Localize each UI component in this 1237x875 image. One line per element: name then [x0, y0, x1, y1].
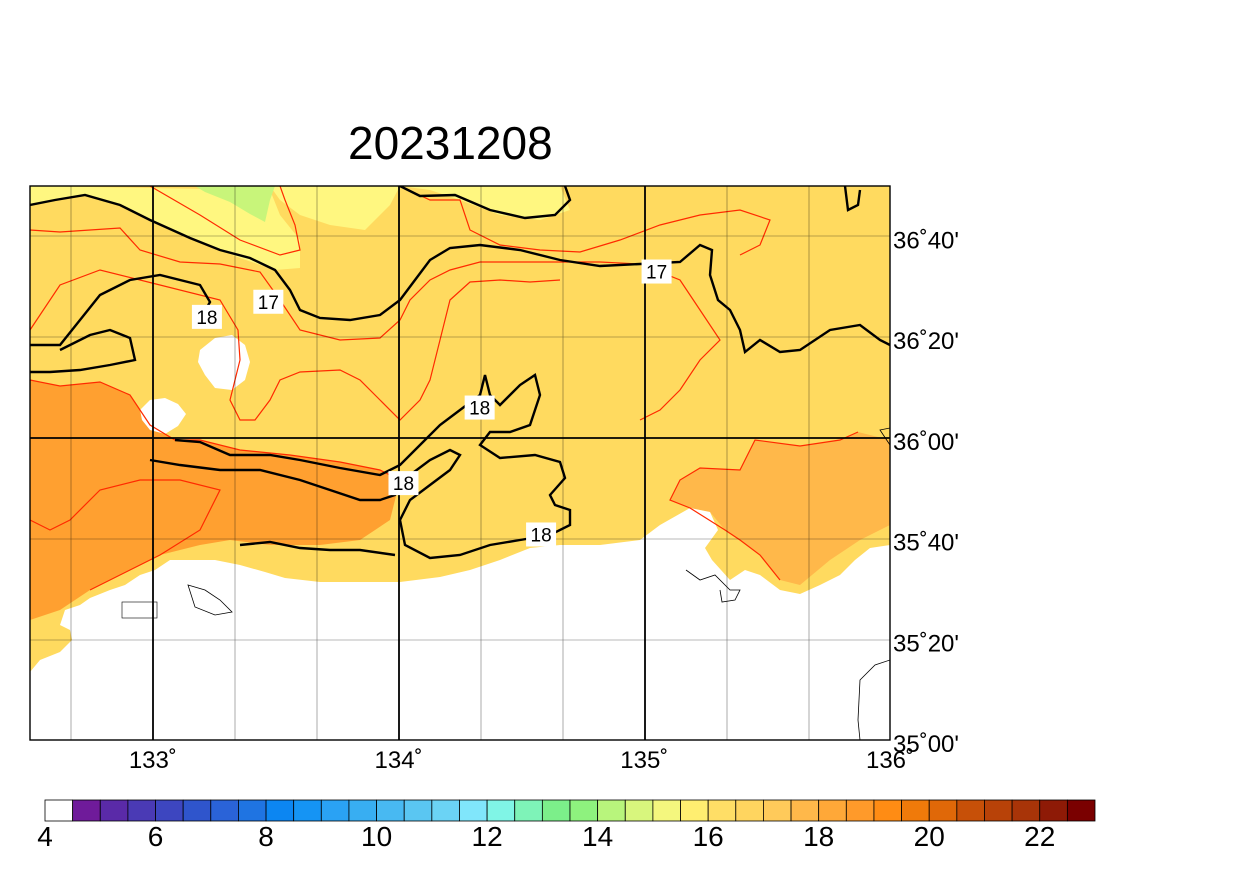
colorbar-tick-0: 4: [37, 821, 53, 852]
x-axis-labels: 133˚ 134˚ 135˚ 136˚: [129, 747, 914, 774]
colorbar-labels: 4 6 8 10 12 14 16 18 20 22: [37, 821, 1055, 852]
colorbar-bin-6: [210, 799, 239, 822]
colorbar-bin-12: [376, 799, 405, 822]
colorbar-bin-29: [845, 799, 875, 822]
colorbar-bin-35: [1011, 799, 1041, 822]
colorbar-bin-26: [763, 799, 792, 822]
colorbar-bin-8: [265, 799, 295, 822]
land-honshu: [30, 508, 890, 740]
contours-major: [30, 186, 890, 560]
colorbar-bin-11: [348, 799, 377, 822]
contour-label-1: 17: [641, 259, 672, 284]
map-frame: [29, 185, 891, 741]
colorbar-bin-10: [320, 799, 350, 822]
colorbar-bin-25: [735, 799, 764, 822]
colorbar-tick-5: 14: [582, 821, 613, 852]
graticule-minor: [30, 186, 890, 740]
colorbar-tick-9: 22: [1024, 821, 1055, 852]
y-tick-label-4: 35˚20': [893, 630, 959, 657]
band-15-16: [30, 186, 570, 270]
colorbar-bin-5: [182, 799, 212, 822]
y-tick-label-0: 36˚40': [893, 227, 959, 254]
colorbar-tick-8: 20: [914, 821, 945, 852]
colorbar-bin-13: [403, 799, 433, 822]
colorbar-bin-34: [984, 799, 1013, 822]
colorbar-bin-17: [514, 799, 543, 822]
y-tick-label-5: 35˚00': [893, 731, 959, 758]
colorbar-bin-16: [486, 799, 516, 822]
contour-label-5: 18: [526, 522, 557, 547]
colorbar-bin-18: [541, 799, 571, 822]
small-island: [121, 601, 158, 619]
colorbar: [44, 799, 1096, 822]
colorbar-tick-4: 12: [472, 821, 503, 852]
x-tick-label-0: 133˚: [129, 747, 177, 774]
colorbar-bin-30: [873, 799, 902, 822]
colorbar-tick-2: 8: [258, 821, 274, 852]
colorbar-bin-21: [624, 799, 654, 822]
y-tick-label-1: 36˚20': [893, 328, 959, 355]
svg-text:18: 18: [393, 474, 414, 495]
colorbar-bin-7: [238, 799, 267, 822]
colorbar-tick-3: 10: [361, 821, 392, 852]
y-axis-labels: 36˚40' 36˚20' 36˚00' 35˚40' 35˚20' 35˚00': [893, 227, 959, 758]
colorbar-bin-3: [127, 799, 156, 822]
colorbar-tick-6: 16: [693, 821, 724, 852]
colorbar-bin-20: [597, 799, 626, 822]
colorbar-bin-28: [818, 799, 847, 822]
colorbar-bin-1: [72, 799, 101, 822]
y-tick-label-3: 35˚40': [893, 529, 959, 556]
colorbar-bin-31: [901, 799, 930, 822]
colorbar-tick-1: 6: [148, 821, 164, 852]
svg-text:18: 18: [196, 308, 217, 329]
colorbar-bin-23: [680, 799, 709, 822]
contour-label-3: 18: [464, 395, 495, 420]
contour-labels: 17 17 18 18 18 18: [191, 259, 672, 547]
svg-text:17: 17: [646, 263, 667, 284]
contour-label-2: 18: [191, 304, 222, 329]
colorbar-bin-37: [1066, 799, 1096, 822]
colorbar-bin-36: [1039, 799, 1068, 822]
map-title: 20231208: [348, 117, 553, 169]
x-tick-label-3: 136˚: [866, 747, 914, 774]
colorbar-bin-32: [928, 799, 958, 822]
colorbar-bin-4: [155, 799, 184, 822]
svg-text:18: 18: [469, 399, 490, 420]
colorbar-bin-24: [707, 799, 737, 822]
colorbar-bin-33: [956, 799, 985, 822]
x-tick-label-2: 135˚: [620, 747, 668, 774]
map-field: [30, 186, 890, 740]
land-dogo: [198, 335, 250, 390]
land-dozen: [140, 398, 186, 434]
colorbar-bin-14: [431, 799, 460, 822]
svg-text:18: 18: [531, 525, 552, 546]
colorbar-bin-0: [44, 799, 74, 822]
colorbar-bin-27: [790, 799, 820, 822]
svg-text:17: 17: [258, 293, 279, 314]
colorbar-tick-7: 18: [803, 821, 834, 852]
colorbar-bin-9: [293, 799, 322, 822]
colorbar-bin-22: [652, 799, 681, 822]
y-tick-label-2: 36˚00': [893, 429, 959, 456]
colorbar-bin-19: [569, 799, 599, 822]
contour-label-0: 17: [253, 289, 284, 314]
contour-label-4: 18: [388, 471, 419, 496]
colorbar-bin-15: [459, 799, 488, 822]
x-tick-label-1: 134˚: [375, 747, 423, 774]
colorbar-bin-2: [99, 799, 129, 822]
